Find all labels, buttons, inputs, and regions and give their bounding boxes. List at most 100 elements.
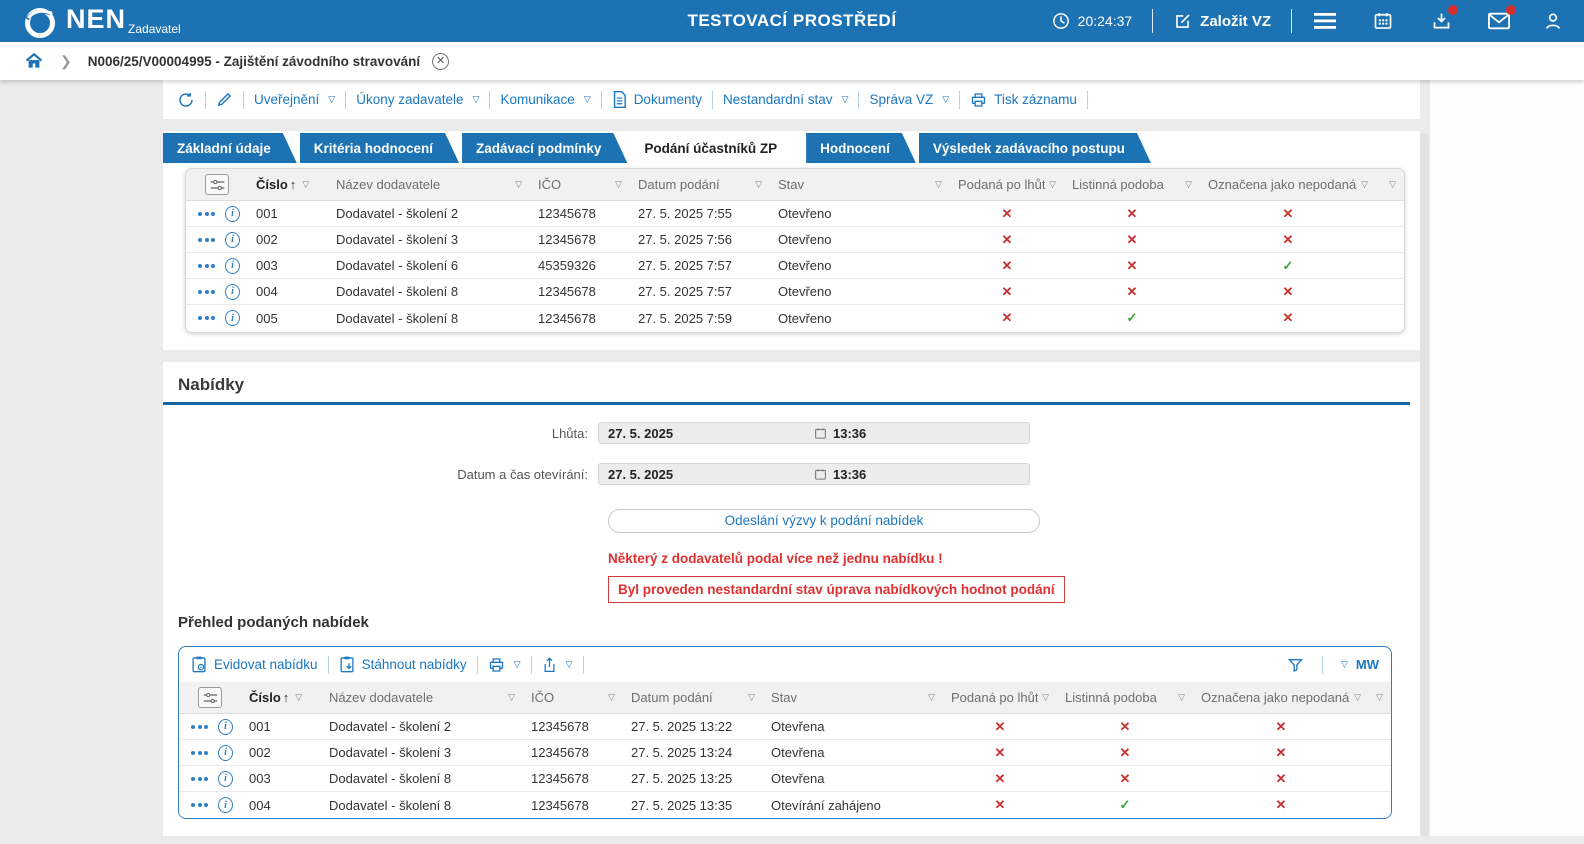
column-filter-icon[interactable]: ▽ (302, 179, 310, 189)
calendar-small-icon[interactable] (814, 427, 827, 440)
print-button[interactable]: ▽ (488, 657, 521, 673)
column-header[interactable]: IČO ▽ (523, 682, 623, 713)
column-header[interactable]: IČO ▽ (530, 169, 630, 200)
user-profile-button[interactable] (1540, 8, 1566, 34)
close-tab-icon[interactable]: ✕ (432, 52, 450, 70)
column-header[interactable]: Datum podání ▽ (623, 682, 763, 713)
lhuta-datetime-input[interactable]: 27. 5. 2025 13:36 (598, 422, 1030, 444)
column-filter-icon[interactable]: ▽ (1049, 179, 1056, 189)
row-info-icon[interactable]: i (218, 744, 233, 761)
menu-button[interactable] (1312, 8, 1338, 34)
sort-ascending-icon[interactable]: ↑ (289, 177, 297, 192)
row-menu-icon[interactable] (191, 776, 208, 781)
breadcrumb-item[interactable]: N006/25/V00004995 - Zajištění závodního … (87, 53, 421, 69)
oteviranie-date-value[interactable]: 27. 5. 2025 (608, 466, 674, 482)
table-row[interactable]: i 001 Dodavatel - školení 2 12345678 27. 5. … (186, 201, 1404, 227)
column-header[interactable]: Označena jako nepodaná ▽ (1200, 169, 1376, 200)
calendar-small-icon[interactable] (814, 468, 827, 481)
row-menu-icon[interactable] (191, 724, 208, 729)
column-header[interactable]: Listinná podoba ▽ (1057, 682, 1193, 713)
toolbar-item[interactable]: Tisk záznamu (970, 92, 1077, 108)
table-row[interactable]: i 005 Dodavatel - školení 8 12345678 27. 5. … (186, 305, 1404, 331)
column-header[interactable]: Název dodavatele ▽ (328, 169, 530, 200)
column-header[interactable]: Stav ▽ (770, 169, 950, 200)
filter-button[interactable] (1287, 657, 1304, 673)
table-row[interactable]: i 004 Dodavatel - školení 8 12345678 27. 5. … (186, 279, 1404, 305)
table-row[interactable]: i 002 Dodavatel - školení 3 12345678 27. 5. … (179, 740, 1391, 766)
column-header[interactable]: Datum podání ▽ (630, 169, 770, 200)
column-filter-icon[interactable]: ▽ (935, 179, 942, 189)
column-filter-icon[interactable]: ▽ (748, 692, 755, 702)
column-filter-icon[interactable]: ▽ (928, 692, 935, 702)
row-menu-icon[interactable] (198, 211, 215, 216)
column-header[interactable]: Číslo ↑ ▽ (248, 169, 328, 200)
toolbar-item[interactable]: Správa VZ ▽ (869, 92, 949, 107)
tab-3[interactable]: Zadávací podmínky (462, 133, 627, 163)
row-menu-icon[interactable] (198, 316, 215, 320)
table-settings-button[interactable] (198, 687, 222, 708)
column-header[interactable]: Označena jako nepodaná ▽ (1193, 682, 1369, 713)
table-row[interactable]: i 001 Dodavatel - školení 2 12345678 27. 5. … (179, 714, 1391, 740)
home-icon[interactable] (24, 51, 44, 71)
table-row[interactable]: i 003 Dodavatel - školení 8 12345678 27. 5. … (179, 766, 1391, 792)
create-vz-button[interactable]: Založit VZ (1173, 12, 1271, 31)
offers-action-evidovat-nabídku[interactable]: Evidovat nabídku (191, 656, 318, 673)
row-menu-icon[interactable] (198, 289, 215, 294)
row-info-icon[interactable]: i (218, 770, 233, 787)
brand[interactable]: NEN Zadavatel (22, 2, 181, 41)
tab-4[interactable]: Podání účastníků ZP (630, 133, 803, 163)
column-header[interactable]: Listinná podoba ▽ (1064, 169, 1200, 200)
column-header[interactable]: Stav ▽ (763, 682, 943, 713)
column-filter-icon[interactable]: ▽ (508, 692, 515, 702)
row-info-icon[interactable]: i (225, 231, 240, 248)
toolbar-item[interactable]: Uveřejnění ▽ (254, 92, 335, 107)
table-row[interactable]: i 002 Dodavatel - školení 3 12345678 27. 5. … (186, 227, 1404, 253)
messages-button[interactable] (1486, 5, 1516, 34)
column-filter-icon[interactable]: ▽ (295, 692, 303, 702)
oteviranie-time-value[interactable]: 13:36 (833, 466, 867, 482)
row-menu-icon[interactable] (198, 237, 215, 242)
calendar-button[interactable] (1370, 8, 1396, 34)
column-filter-icon[interactable]: ▽ (1376, 692, 1383, 702)
send-invitation-button[interactable]: Odeslání výzvy k podání nabídek (608, 509, 1040, 533)
column-filter-icon[interactable]: ▽ (1185, 179, 1192, 189)
edit-button[interactable] (216, 91, 233, 108)
table-settings-button[interactable] (205, 174, 229, 195)
refresh-button[interactable] (177, 91, 195, 109)
column-filter-icon[interactable]: ▽ (1042, 692, 1049, 702)
vertical-scrollbar[interactable] (1420, 133, 1429, 836)
column-filter-icon[interactable]: ▽ (1178, 692, 1185, 702)
lhuta-time-value[interactable]: 13:36 (833, 425, 867, 441)
row-info-icon[interactable]: i (225, 257, 240, 274)
sort-ascending-icon[interactable]: ↑ (282, 690, 290, 705)
view-dropdown-arrow-icon[interactable]: ▽ (1340, 659, 1348, 669)
column-filter-icon[interactable]: ▽ (1389, 179, 1396, 189)
column-header[interactable]: Podaná po lhůtě ▽ (943, 682, 1057, 713)
column-filter-icon[interactable]: ▽ (608, 692, 615, 702)
table-row[interactable]: i 003 Dodavatel - školení 6 45359326 27. 5. … (186, 253, 1404, 279)
toolbar-item[interactable]: Komunikace ▽ (500, 92, 590, 107)
export-button[interactable]: ▽ (542, 656, 573, 673)
row-info-icon[interactable]: i (225, 205, 240, 222)
offers-action-stáhnout-nabídky[interactable]: Stáhnout nabídky (339, 656, 467, 673)
column-filter-icon[interactable]: ▽ (615, 179, 622, 189)
toolbar-item[interactable]: Úkony zadavatele ▽ (356, 92, 479, 107)
row-info-icon[interactable]: i (218, 718, 233, 735)
row-info-icon[interactable]: i (225, 283, 240, 300)
column-filter-icon[interactable]: ▽ (1361, 179, 1368, 189)
row-menu-icon[interactable] (191, 803, 208, 807)
row-menu-icon[interactable] (191, 750, 208, 755)
table-row[interactable]: i 004 Dodavatel - školení 8 12345678 27. 5. … (179, 792, 1391, 818)
tab-6[interactable]: Výsledek zadávacího postupu (919, 133, 1151, 163)
tab-1[interactable]: Základní údaje (163, 133, 297, 163)
toolbar-item[interactable]: Nestandardní stav ▽ (723, 92, 848, 107)
inbox-button[interactable] (1428, 5, 1458, 34)
row-menu-icon[interactable] (198, 263, 215, 268)
oteviranie-datetime-input[interactable]: 27. 5. 2025 13:36 (598, 463, 1030, 485)
column-filter-icon[interactable]: ▽ (515, 179, 522, 189)
row-info-icon[interactable]: i (218, 797, 233, 813)
column-filter-icon[interactable]: ▽ (755, 179, 762, 189)
column-header[interactable]: Podaná po lhůtě ▽ (950, 169, 1064, 200)
row-info-icon[interactable]: i (225, 310, 240, 326)
lhuta-date-value[interactable]: 27. 5. 2025 (608, 425, 674, 441)
